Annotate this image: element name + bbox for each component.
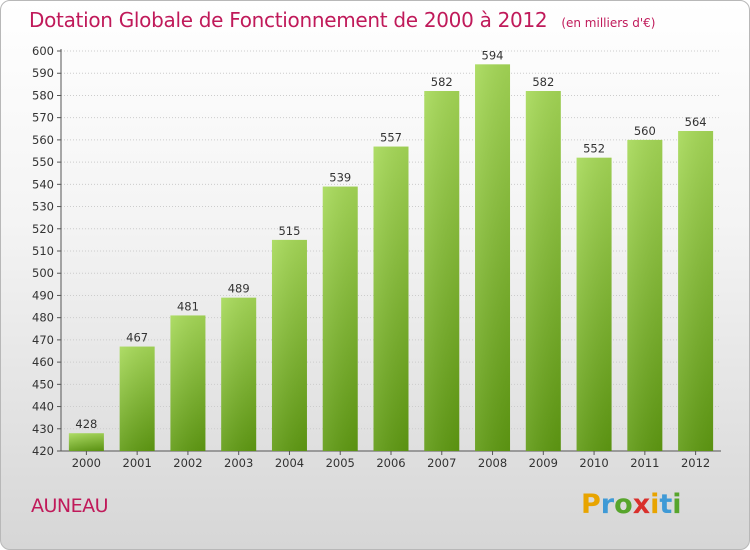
data-label: 564 — [685, 115, 707, 129]
bar-shade — [170, 315, 206, 451]
y-tick-label: 580 — [32, 88, 54, 102]
logo-letter: o — [614, 489, 633, 520]
x-tick-label: 2003 — [224, 456, 253, 470]
bar-shade — [68, 433, 104, 451]
y-tick-label: 420 — [32, 444, 54, 458]
y-tick-label: 510 — [32, 244, 54, 258]
data-label: 539 — [329, 171, 351, 185]
data-label: 552 — [583, 142, 605, 156]
bar-shade — [475, 64, 511, 452]
y-tick-label: 430 — [32, 422, 54, 436]
x-tick-label: 2012 — [681, 456, 710, 470]
y-tick-label: 560 — [32, 133, 54, 147]
bar-shade — [678, 131, 714, 451]
y-tick-label: 470 — [32, 333, 54, 347]
data-label: 557 — [380, 131, 402, 145]
x-tick-label: 2007 — [427, 456, 456, 470]
y-tick-label: 550 — [32, 155, 54, 169]
y-tick-label: 500 — [32, 266, 54, 280]
data-label: 560 — [634, 124, 656, 138]
y-tick-label: 520 — [32, 222, 54, 236]
x-axis-ticks: 2000 2001 2002 2003 2004 2005 2006 2007 2008 2009… — [72, 451, 710, 470]
x-tick-label: 2010 — [579, 456, 608, 470]
data-label: 481 — [177, 299, 199, 313]
x-tick-label: 2004 — [275, 456, 304, 470]
chart-unit: (en milliers d'€) — [561, 16, 656, 30]
chart-title-text: Dotation Globale de Fonctionnement de 20… — [29, 8, 548, 32]
data-label: 489 — [228, 282, 250, 296]
x-tick-label: 2009 — [529, 456, 558, 470]
x-tick-label: 2000 — [72, 456, 101, 470]
y-tick-label: 530 — [32, 200, 54, 214]
y-tick-label: 490 — [32, 288, 54, 302]
proxiti-logo: Proxiti — [581, 489, 682, 520]
x-tick-label: 2011 — [630, 456, 659, 470]
x-tick-label: 2008 — [478, 456, 507, 470]
data-label: 594 — [482, 48, 504, 62]
data-labels: 428 467 481 489 515 539 557 582 594 582 552 560 564 — [75, 48, 706, 431]
logo-letter: i — [672, 489, 682, 520]
x-tick-label: 2002 — [173, 456, 202, 470]
y-tick-label: 440 — [32, 400, 54, 414]
logo-letter: x — [632, 489, 651, 520]
data-label: 582 — [532, 75, 554, 89]
data-label: 515 — [278, 224, 300, 238]
bar-shade — [373, 146, 409, 452]
y-tick-label: 570 — [32, 111, 54, 125]
x-tick-label: 2001 — [123, 456, 152, 470]
logo-letter: r — [600, 489, 615, 520]
logo-letter: P — [581, 489, 601, 520]
commune-name: AUNEAU — [31, 495, 109, 517]
x-tick-label: 2006 — [376, 456, 405, 470]
bar-shade — [322, 186, 358, 452]
y-tick-label: 480 — [32, 311, 54, 325]
logo-letter: i — [650, 489, 660, 520]
y-tick-label: 600 — [32, 44, 54, 58]
y-tick-label: 460 — [32, 355, 54, 369]
bar-shade — [525, 91, 561, 451]
y-tick-label: 590 — [32, 66, 54, 80]
data-label: 582 — [431, 75, 453, 89]
y-axis-ticks: 420 430 440 450 460 470 480 490 500 510 520 530 540 5… — [32, 44, 61, 458]
y-tick-label: 450 — [32, 377, 54, 391]
bar-shade — [424, 91, 460, 451]
bar-shade — [627, 139, 663, 451]
bar-shade — [119, 346, 155, 451]
y-tick-label: 540 — [32, 177, 54, 191]
data-label: 467 — [126, 331, 148, 345]
bar-shade — [221, 297, 257, 451]
bar-shade — [576, 157, 612, 451]
data-label: 428 — [75, 417, 97, 431]
chart-title: Dotation Globale de Fonctionnement de 20… — [29, 8, 655, 32]
x-tick-label: 2005 — [326, 456, 355, 470]
bars — [68, 64, 714, 452]
logo-letter: t — [659, 489, 673, 520]
bar-shade — [271, 239, 307, 451]
